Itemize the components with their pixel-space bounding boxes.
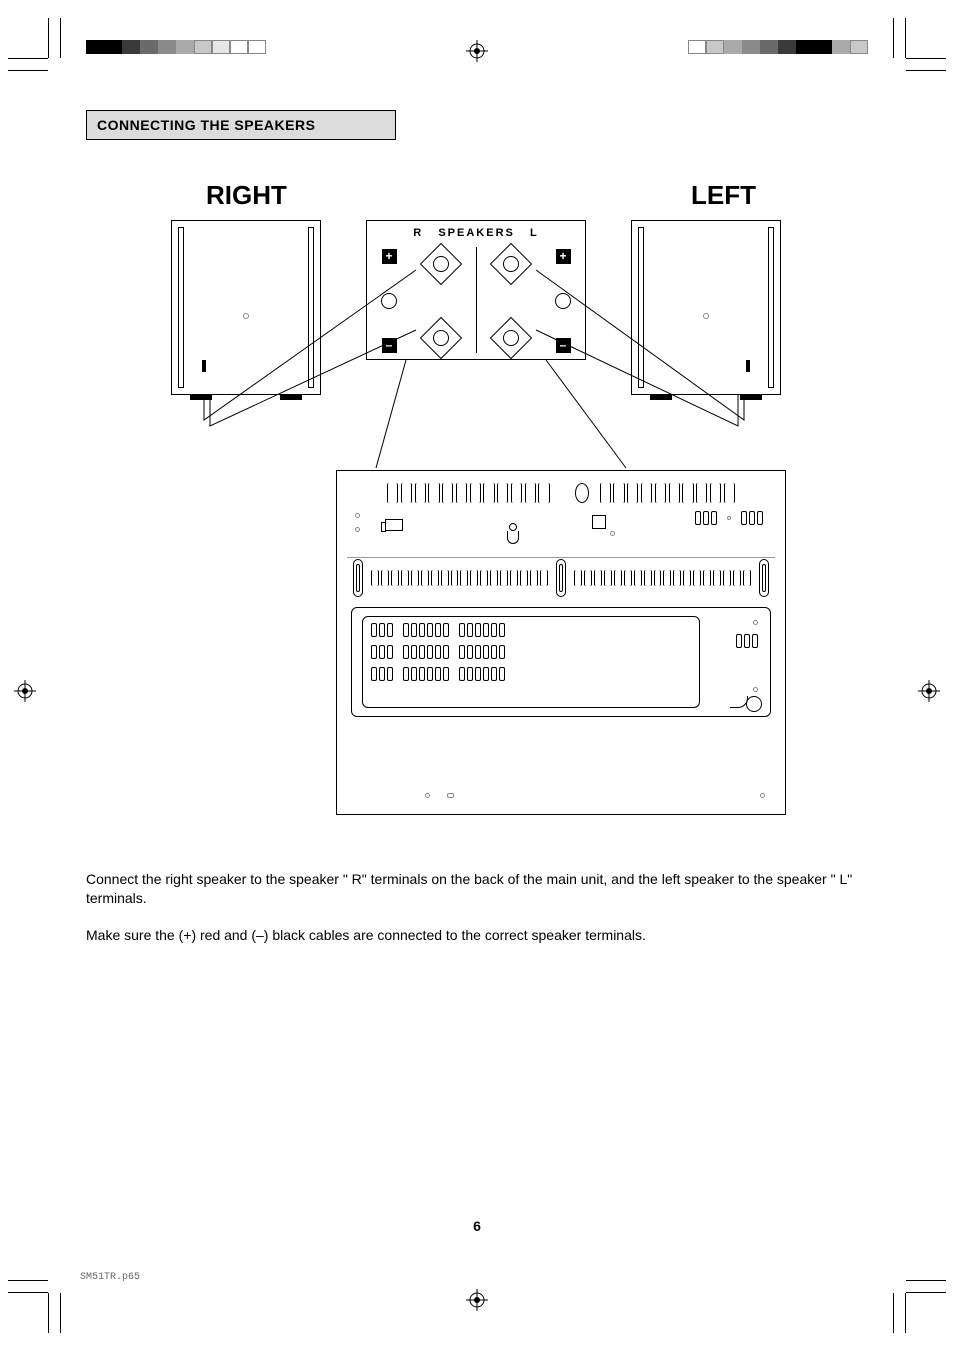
colorbar-top-left [86, 40, 266, 54]
instruction-p1: Connect the right speaker to the speaker… [86, 870, 866, 908]
speaker-connection-diagram: RIGHT LEFT R SPEAKERS L + [116, 180, 836, 840]
footer-filename: SM51TR.p65 [80, 1272, 140, 1283]
handle-icon [556, 559, 566, 597]
main-unit-rear [336, 470, 786, 815]
registration-mark [14, 680, 36, 702]
handle-icon [759, 559, 769, 597]
top-controls [347, 511, 775, 543]
registration-mark [466, 1289, 488, 1311]
instruction-p2: Make sure the (+) red and (–) black cabl… [86, 926, 866, 945]
page-content: CONNECTING THE SPEAKERS RIGHT LEFT R SPE… [86, 110, 866, 963]
instruction-text: Connect the right speaker to the speaker… [86, 870, 866, 945]
mid-vent-row [347, 557, 775, 597]
cassette-tray [351, 607, 771, 717]
colorbar-top-right [688, 40, 868, 54]
registration-mark [918, 680, 940, 702]
registration-mark [466, 40, 488, 62]
section-title: CONNECTING THE SPEAKERS [86, 110, 396, 140]
unit-base [347, 729, 775, 808]
handle-icon [353, 559, 363, 597]
page-number: 6 [473, 1218, 481, 1234]
vent-slots [387, 483, 735, 503]
